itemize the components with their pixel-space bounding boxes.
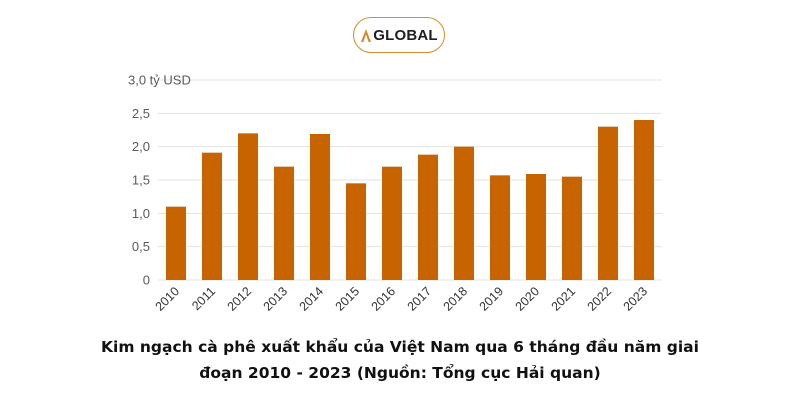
bar-chart: 00,51,01,52,02,53,0 tỷ USD 2010 2011 2012 2… [128, 73, 662, 314]
logo-a-icon [361, 29, 372, 42]
y-axis-ticks: 0 0,5 1,0 1,5 2,0 2,5 3,0 tỷ USD [128, 73, 191, 288]
caption-line-2: đoạn 2010 - 2023 (Nguồn: Tổng cục Hải qu… [199, 364, 601, 382]
y-tick-label: 0,5 [132, 239, 150, 254]
x-tick-label-2015: 2015 [333, 284, 363, 314]
x-tick-label-2011: 2011 [189, 284, 218, 313]
y-tick-label: 3,0 tỷ USD [128, 73, 191, 88]
y-tick-label: 1,5 [132, 173, 150, 188]
brand-logo: GLOBAL [353, 17, 445, 53]
bar-2018 [454, 146, 474, 280]
bar-2020 [526, 174, 546, 280]
x-tick-label-2020: 2020 [513, 284, 543, 314]
bar-2016 [382, 166, 402, 280]
y-tick-label: 1,0 [132, 206, 150, 221]
x-tick-label-2019: 2019 [477, 284, 507, 314]
logo-text: GLOBAL [373, 26, 438, 44]
bar-2015 [346, 183, 366, 280]
y-tick-label: 2,0 [132, 139, 150, 154]
x-axis-ticks: 2010 2011 2012 2013 2014 2015 2016 2017 2018 2019… [153, 284, 651, 314]
x-tick-label-2014: 2014 [297, 284, 327, 314]
bar-2013 [274, 166, 294, 280]
bar-2017 [418, 154, 438, 280]
x-tick-label-2021: 2021 [549, 284, 579, 314]
bar-2023 [634, 120, 654, 280]
x-tick-label-2018: 2018 [441, 284, 471, 314]
bar-2010 [166, 206, 186, 280]
y-tick-label: 2,5 [132, 106, 150, 121]
grid-lines [158, 79, 662, 281]
x-tick-label-2017: 2017 [405, 284, 435, 314]
bar-2019 [490, 175, 510, 280]
x-tick-label-2016: 2016 [369, 284, 399, 314]
x-tick-label-2013: 2013 [261, 284, 291, 314]
x-tick-label-2010: 2010 [153, 284, 183, 314]
y-tick-label: 0 [143, 273, 150, 288]
bar-2022 [598, 126, 618, 281]
bars [166, 120, 654, 281]
x-tick-label-2012: 2012 [225, 284, 255, 314]
x-tick-label-2023: 2023 [621, 284, 651, 314]
bar-2011 [202, 152, 222, 280]
bar-2021 [562, 176, 582, 280]
caption-line-1: Kim ngạch cà phê xuất khẩu của Việt Nam … [101, 338, 699, 356]
chart-caption: Kim ngạch cà phê xuất khẩu của Việt Nam … [40, 334, 760, 386]
bar-2012 [238, 133, 258, 280]
bar-2014 [310, 134, 330, 280]
x-tick-label-2022: 2022 [585, 284, 615, 314]
